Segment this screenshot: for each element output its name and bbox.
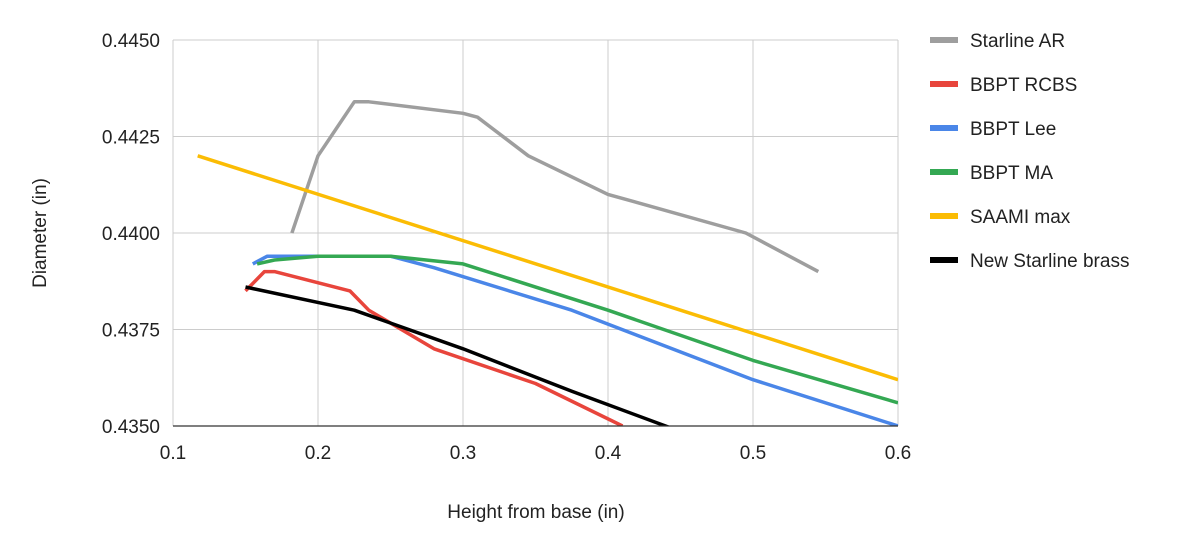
legend-label: New Starline brass [970,251,1129,272]
legend-swatch [930,125,958,131]
y-tick-label: 0.4450 [102,31,160,52]
series-lines [197,100,898,426]
legend-swatch [930,257,958,263]
legend-label: Starline AR [970,31,1065,52]
legend-label: BBPT Lee [970,119,1056,140]
x-tick-label: 0.1 [160,443,186,464]
legend-swatch [930,37,958,43]
legend-swatch [930,213,958,219]
legend-label: SAAMI max [970,207,1071,228]
series-line-bbpt-rcbs [244,269,624,426]
x-axis-title: Height from base (in) [447,502,624,523]
axes: 0.1 0.2 0.3 0.4 0.5 0.6 0.4350 0.4375 0.4400 0.44… [102,31,911,464]
legend-item-bbpt-ma: BBPT MA [930,163,1053,184]
series-line-new-starline-brass [245,285,671,426]
legend-item-bbpt-rcbs: BBPT RCBS [930,75,1077,96]
y-tick-label: 0.4400 [102,224,160,245]
legend-item-starline-ar: Starline AR [930,31,1065,52]
legend-swatch [930,81,958,87]
y-tick-label: 0.4375 [102,321,160,342]
x-tick-label: 0.4 [595,443,622,464]
legend-item-new-starline-brass: New Starline brass [930,251,1129,272]
series-line-bbpt-lee [251,254,898,426]
x-tick-label: 0.6 [885,443,911,464]
legend-swatch [930,169,958,175]
legend: Starline AR BBPT RCBS BBPT Lee BBPT MA SAAMI… [930,31,1129,272]
legend-item-bbpt-lee: BBPT Lee [930,119,1056,140]
legend-item-saami-max: SAAMI max [930,207,1071,228]
y-tick-label: 0.4425 [102,128,160,149]
series-line-saami-max [197,154,898,382]
x-tick-label: 0.2 [305,443,331,464]
legend-label: BBPT RCBS [970,75,1077,96]
x-tick-label: 0.3 [450,443,476,464]
series-line-bbpt-ma [256,254,898,405]
y-tick-label: 0.4350 [102,417,160,438]
x-tick-label: 0.5 [740,443,766,464]
gridlines [172,39,899,427]
legend-label: BBPT MA [970,163,1053,184]
series-line-starline-ar [290,100,820,274]
y-axis-title: Diameter (in) [30,178,51,288]
